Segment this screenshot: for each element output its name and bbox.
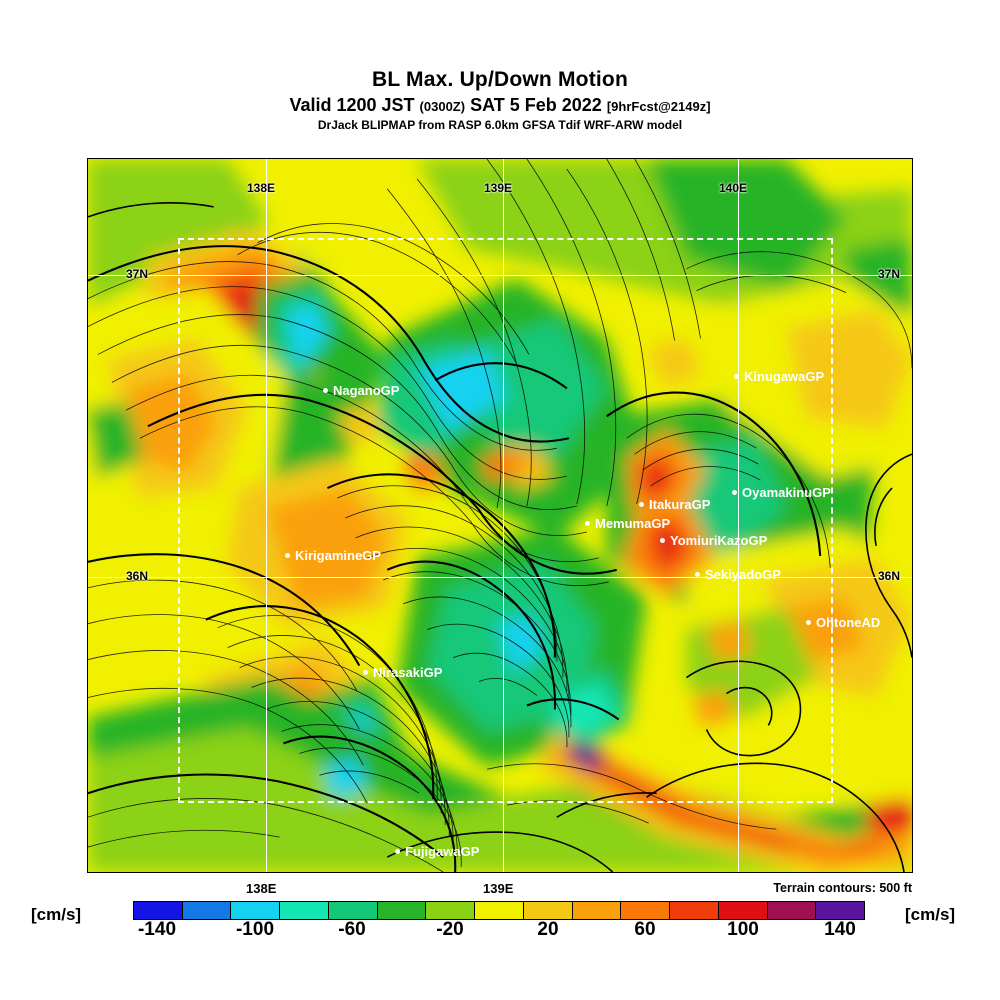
forecast-stamp: [9hrFcst@2149z] [606,99,711,115]
station-oyamakinugp[interactable]: OyamakinuGP [732,486,831,499]
colorbar-swatch [475,902,524,919]
colorbar-swatch [231,902,281,919]
station-marker-icon [660,538,665,543]
colorbar-swatch [426,902,476,919]
subtitle: Valid 1200 JST (0300Z) SAT 5 Feb 2022 [9… [0,95,1000,116]
colorbar-swatch [572,902,622,919]
weather-field-raster [88,159,912,872]
station-label: KinugawaGP [744,369,825,384]
graticule-lat-37 [88,275,912,276]
terrain-contour-note: Terrain contours: 500 ft [773,881,912,895]
colorbar-tick: -20 [436,919,464,940]
station-ohtonead[interactable]: OhtoneAD [806,616,880,629]
colorbar-swatch [134,902,183,919]
station-marker-icon [734,374,739,379]
station-label: NaganoGP [333,383,400,398]
graticule-lon-138 [266,159,267,872]
title-block: BL Max. Up/Down Motion Valid 1200 JST (0… [0,68,1000,132]
station-marker-icon [285,553,290,558]
colorbar-swatch [670,902,719,919]
colorbar-swatch [182,902,232,919]
graticule-lon-140 [738,159,739,872]
station-marker-icon [732,490,737,495]
station-memumagp[interactable]: MemumaGP [585,517,670,530]
lat-label-36n-left: 36N [126,569,149,583]
colorbar-swatch [767,902,817,919]
station-yomiurikazogp[interactable]: YomiuriKazoGP [660,534,767,547]
station-kinugawagp[interactable]: KinugawaGP [734,370,824,383]
station-marker-icon [585,521,590,526]
lon-label-139e-top: 139E [484,181,513,195]
valid-time-utc: (0300Z) [419,99,466,115]
colorbar-tick: -140 [137,919,177,940]
graticule-lon-139 [503,159,504,872]
colorbar-tick: -100 [235,919,275,940]
station-label: FujigawaGP [405,844,480,859]
lon-label-138e-bottom: 138E [246,881,277,896]
colorbar-unit-left: [cm/s] [31,905,82,924]
station-label: MemumaGP [595,516,671,531]
station-nirasakigp[interactable]: NirasakiGP [363,666,442,679]
station-marker-icon [323,388,328,393]
station-label: ItakuraGP [649,497,711,512]
station-label: SekiyadoGP [705,567,781,582]
graticule-lat-36 [88,577,912,578]
colorbar-tick: -60 [338,919,366,940]
station-fujigawagp[interactable]: FujigawaGP [395,845,479,858]
colorbar-unit-right: [cm/s] [905,905,956,924]
forecast-domain-box [178,238,833,803]
station-kirigaminegp[interactable]: KirigamineGP [285,549,381,562]
colorbar-swatch [621,902,671,919]
colorbar-tick: 20 [537,919,559,940]
colorbar-tick: 60 [634,919,656,940]
colorbar[interactable] [133,901,865,920]
lon-label-138e-top: 138E [247,181,276,195]
station-marker-icon [395,849,400,854]
colorbar-swatch [377,902,427,919]
colorbar-tick: 140 [824,919,856,940]
valid-time-prefix: Valid 1200 JST [289,95,420,116]
colorbar-swatch [328,902,378,919]
colorbar-ticks: -140 -100 -60 -20 20 60 100 140 [0,919,1000,949]
lat-label-37n-left: 37N [126,267,149,281]
station-marker-icon [363,670,368,675]
colorbar-swatch [718,902,768,919]
lat-label-37n-right: 37N [878,267,901,281]
station-label: OhtoneAD [816,615,881,630]
lon-label-139e-bottom: 139E [483,881,514,896]
station-sekiyadogp[interactable]: SekiyadoGP [695,568,781,581]
colorbar-swatch [280,902,329,919]
page-title: BL Max. Up/Down Motion [372,68,628,91]
station-label: NirasakiGP [373,665,443,680]
station-label: YomiuriKazoGP [670,533,768,548]
lon-label-140e-top: 140E [719,181,748,195]
colorbar-swatch [816,902,865,919]
station-itakuragp[interactable]: ItakuraGP [639,498,710,511]
colorbar-swatch [523,902,573,919]
model-credit: DrJack BLIPMAP from RASP 6.0km GFSA Tdif… [317,118,683,133]
valid-date: SAT 5 Feb 2022 [465,95,607,116]
station-label: OyamakinuGP [742,485,831,500]
station-marker-icon [695,572,700,577]
station-label: KirigamineGP [295,548,381,563]
station-marker-icon [639,502,644,507]
lat-label-36n-right: 36N [878,569,901,583]
map-panel[interactable]: 138E 139E 140E 37N 37N 36N 36N NaganoGP … [87,158,913,873]
station-naganogp[interactable]: NaganoGP [323,384,399,397]
colorbar-tick: 100 [727,919,759,940]
station-marker-icon [806,620,811,625]
